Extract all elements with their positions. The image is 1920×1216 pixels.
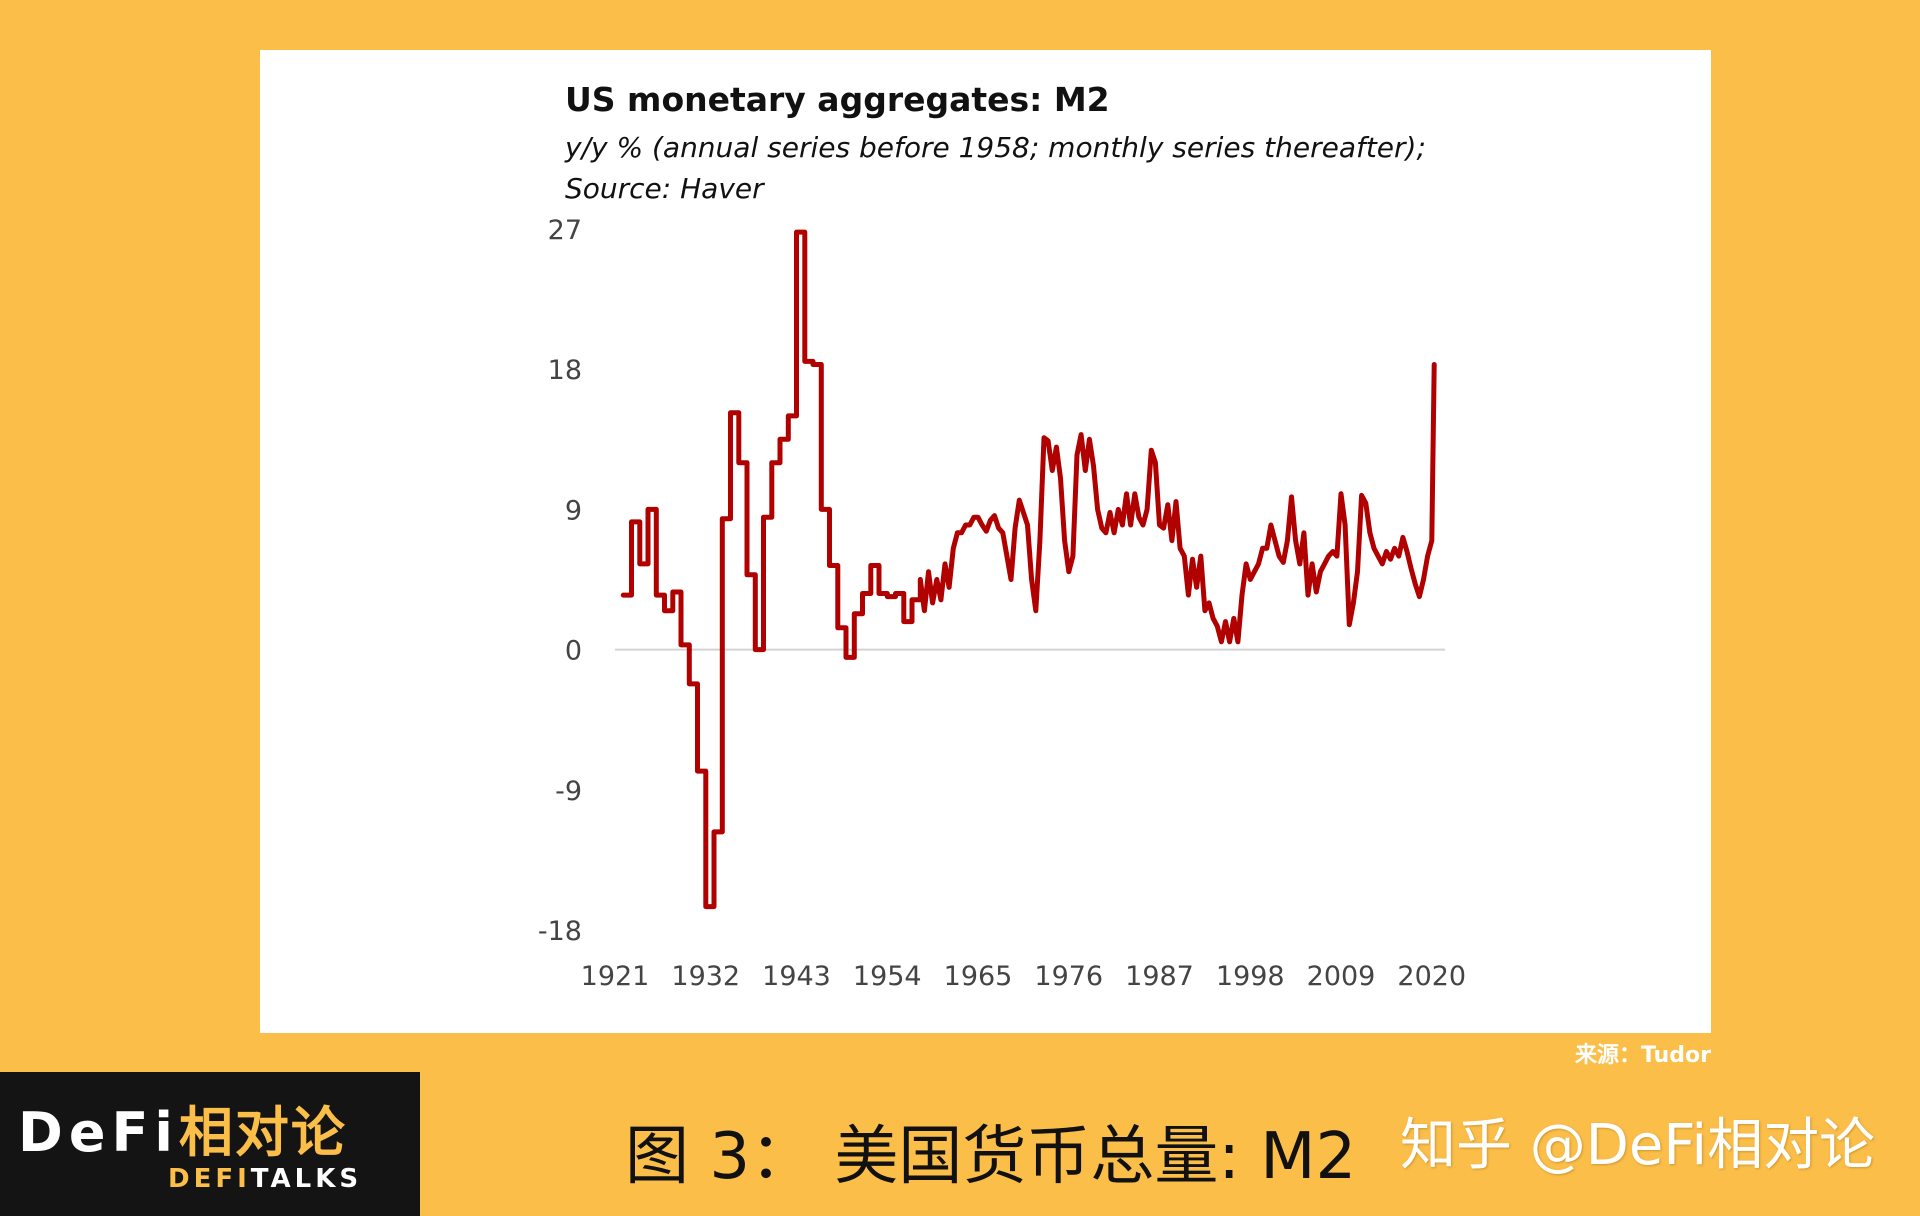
chart-card: [260, 50, 1711, 1033]
chart-title: US monetary aggregates: M2: [565, 80, 1110, 119]
chart-subtitle-line: Source: Haver: [565, 172, 764, 205]
logo-subtitle: DEFITALKS: [168, 1164, 362, 1194]
y-tick-label: 27: [548, 215, 582, 246]
logo-sub-white: TALKS: [250, 1164, 363, 1194]
series-line-m2: [620, 229, 1437, 910]
chart-subtitle: y/y % (annual series before 1958; monthl…: [565, 127, 1426, 209]
figure-caption: 图 3： 美国货币总量: M2: [625, 1120, 1357, 1194]
logo-cn: 相对论: [178, 1101, 347, 1164]
zhihu-watermark: 知乎 @DeFi相对论: [1400, 1113, 1876, 1178]
y-tick-label: 18: [548, 355, 582, 386]
x-tick-label: 1987: [1125, 961, 1194, 992]
y-tick-label: 9: [565, 495, 582, 526]
y-tick-label: 0: [565, 636, 582, 667]
x-tick-label: 1954: [853, 961, 922, 992]
logo-latin: DeFi: [18, 1101, 179, 1164]
x-tick-label: 1998: [1216, 961, 1285, 992]
chart-subtitle-line: y/y % (annual series before 1958; monthl…: [565, 131, 1426, 164]
y-tick-label: -18: [538, 916, 582, 947]
logo-wordmark: DeFi相对论: [18, 1088, 347, 1167]
x-tick-label: 2020: [1397, 961, 1466, 992]
y-tick-label: -9: [555, 776, 582, 807]
x-tick-label: 1976: [1034, 961, 1103, 992]
logo-sub-gold: DEFI: [168, 1164, 251, 1194]
x-tick-label: 1932: [671, 961, 740, 992]
defi-talks-logo: DeFi相对论 DEFITALKS: [0, 1072, 420, 1216]
x-tick-label: 1965: [944, 961, 1013, 992]
x-tick-label: 1943: [762, 961, 831, 992]
x-tick-label: 2009: [1307, 961, 1376, 992]
source-credit: 来源：Tudor: [1575, 1043, 1711, 1068]
x-tick-label: 1921: [581, 961, 650, 992]
